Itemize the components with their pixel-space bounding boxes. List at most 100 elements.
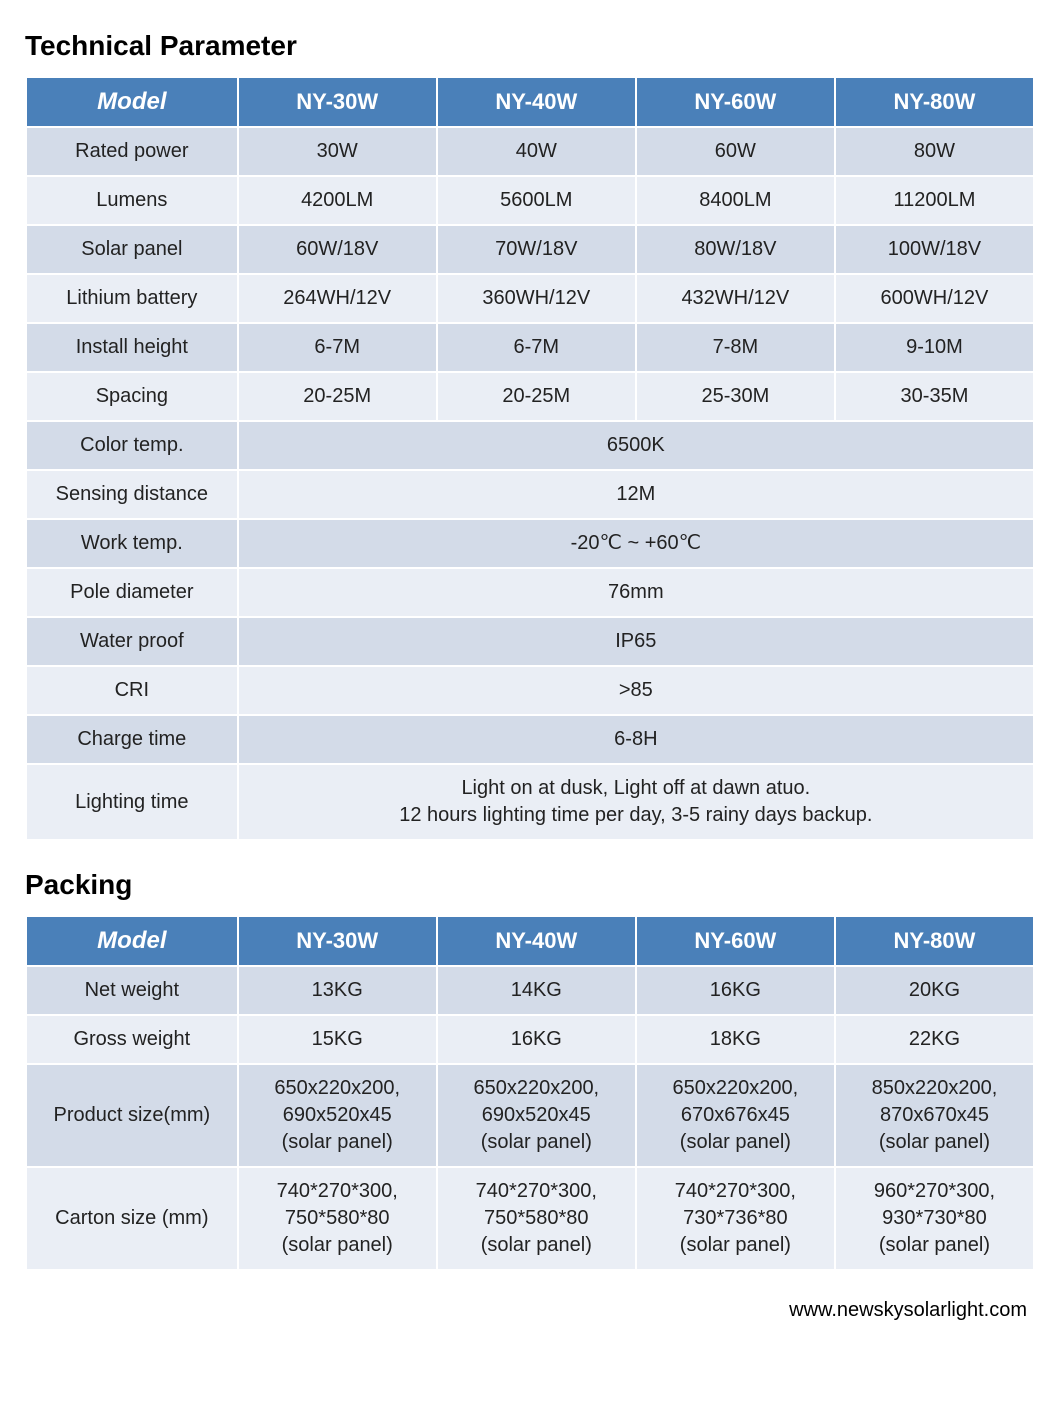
row-value: 18KG [636,1015,835,1064]
table-row: Pole diameter76mm [26,568,1034,617]
row-value: 8400LM [636,176,835,225]
row-value: 100W/18V [835,225,1034,274]
table-row: Net weight13KG14KG16KG20KG [26,966,1034,1015]
row-value: 740*270*300, 750*580*80 (solar panel) [437,1167,636,1270]
row-value-merged: 6500K [238,421,1034,470]
row-value: 30-35M [835,372,1034,421]
table-row: Color temp.6500K [26,421,1034,470]
row-label: Charge time [26,715,238,764]
row-label: Gross weight [26,1015,238,1064]
row-value: 25-30M [636,372,835,421]
row-value: 70W/18V [437,225,636,274]
table-row: Lumens4200LM5600LM8400LM11200LM [26,176,1034,225]
row-value: 432WH/12V [636,274,835,323]
row-value: 60W [636,127,835,176]
row-value: 264WH/12V [238,274,437,323]
row-label: Carton size (mm) [26,1167,238,1270]
table-row: Lithium battery264WH/12V360WH/12V432WH/1… [26,274,1034,323]
row-label: CRI [26,666,238,715]
tech-col-ny60w: NY-60W [636,77,835,127]
row-label: Net weight [26,966,238,1015]
table-row: Spacing20-25M20-25M25-30M30-35M [26,372,1034,421]
table-row: Carton size (mm)740*270*300, 750*580*80 … [26,1167,1034,1270]
tech-col-model: Model [26,77,238,127]
row-label: Install height [26,323,238,372]
row-value: 13KG [238,966,437,1015]
row-value: 650x220x200, 690x520x45 (solar panel) [238,1064,437,1167]
row-value: 6-7M [437,323,636,372]
table-row: Water proofIP65 [26,617,1034,666]
tech-col-ny30w: NY-30W [238,77,437,127]
row-label: Rated power [26,127,238,176]
row-value: 22KG [835,1015,1034,1064]
row-value: 960*270*300, 930*730*80 (solar panel) [835,1167,1034,1270]
packing-col-ny40w: NY-40W [437,916,636,966]
tech-col-ny40w: NY-40W [437,77,636,127]
row-value: 5600LM [437,176,636,225]
packing-heading: Packing [25,869,1035,901]
row-label: Lighting time [26,764,238,840]
packing-header-row: Model NY-30W NY-40W NY-60W NY-80W [26,916,1034,966]
row-value-merged: >85 [238,666,1034,715]
row-value-merged: 6-8H [238,715,1034,764]
footer-url: www.newskysolarlight.com [25,1299,1035,1322]
row-value: 20KG [835,966,1034,1015]
row-value-merged: -20℃ ~ +60℃ [238,519,1034,568]
row-label: Product size(mm) [26,1064,238,1167]
row-value: 740*270*300, 730*736*80 (solar panel) [636,1167,835,1270]
row-value: 850x220x200, 870x670x45 (solar panel) [835,1064,1034,1167]
row-value: 20-25M [437,372,636,421]
table-row: Rated power30W40W60W80W [26,127,1034,176]
table-row: Solar panel60W/18V70W/18V80W/18V100W/18V [26,225,1034,274]
row-value: 740*270*300, 750*580*80 (solar panel) [238,1167,437,1270]
row-value: 600WH/12V [835,274,1034,323]
table-row: Product size(mm)650x220x200, 690x520x45 … [26,1064,1034,1167]
table-row: Sensing distance12M [26,470,1034,519]
tech-header-row: Model NY-30W NY-40W NY-60W NY-80W [26,77,1034,127]
row-label: Sensing distance [26,470,238,519]
tech-body: Rated power30W40W60W80WLumens4200LM5600L… [26,127,1034,840]
row-label: Water proof [26,617,238,666]
table-row: Lighting timeLight on at dusk, Light off… [26,764,1034,840]
row-label: Solar panel [26,225,238,274]
table-row: Install height6-7M6-7M7-8M9-10M [26,323,1034,372]
row-value: 650x220x200, 670x676x45 (solar panel) [636,1064,835,1167]
row-label: Work temp. [26,519,238,568]
row-value: 60W/18V [238,225,437,274]
packing-col-model: Model [26,916,238,966]
row-label: Lumens [26,176,238,225]
row-value-merged: 12M [238,470,1034,519]
row-label: Spacing [26,372,238,421]
row-value-merged: 76mm [238,568,1034,617]
row-value: 16KG [636,966,835,1015]
tech-heading: Technical Parameter [25,30,1035,62]
table-row: Gross weight15KG16KG18KG22KG [26,1015,1034,1064]
row-value: 11200LM [835,176,1034,225]
row-label: Lithium battery [26,274,238,323]
packing-table: Model NY-30W NY-40W NY-60W NY-80W Net we… [25,915,1035,1271]
packing-col-ny60w: NY-60W [636,916,835,966]
tech-table: Model NY-30W NY-40W NY-60W NY-80W Rated … [25,76,1035,841]
row-value: 360WH/12V [437,274,636,323]
packing-col-ny80w: NY-80W [835,916,1034,966]
row-value: 20-25M [238,372,437,421]
table-row: Charge time6-8H [26,715,1034,764]
row-value: 9-10M [835,323,1034,372]
packing-col-ny30w: NY-30W [238,916,437,966]
row-value: 650x220x200, 690x520x45 (solar panel) [437,1064,636,1167]
row-value: 6-7M [238,323,437,372]
table-row: Work temp.-20℃ ~ +60℃ [26,519,1034,568]
row-value: 30W [238,127,437,176]
row-value: 40W [437,127,636,176]
row-value: 7-8M [636,323,835,372]
table-row: CRI>85 [26,666,1034,715]
row-label: Color temp. [26,421,238,470]
row-value: 80W/18V [636,225,835,274]
tech-col-ny80w: NY-80W [835,77,1034,127]
row-value: 14KG [437,966,636,1015]
row-value: 16KG [437,1015,636,1064]
row-value: 4200LM [238,176,437,225]
row-value: 15KG [238,1015,437,1064]
row-value: 80W [835,127,1034,176]
packing-body: Net weight13KG14KG16KG20KGGross weight15… [26,966,1034,1270]
